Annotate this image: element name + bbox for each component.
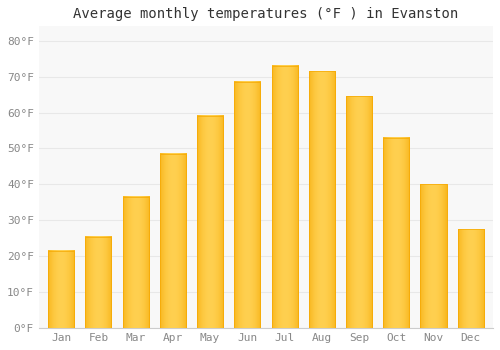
Bar [308,71,335,328]
Bar [420,184,446,328]
Bar [122,197,148,328]
Bar [86,237,112,328]
Bar [160,154,186,328]
Bar [346,96,372,328]
Title: Average monthly temperatures (°F ) in Evanston: Average monthly temperatures (°F ) in Ev… [74,7,458,21]
Bar [383,138,409,328]
Bar [234,82,260,328]
Bar [197,116,223,328]
Bar [458,229,483,328]
Bar [272,66,297,328]
Bar [48,251,74,328]
